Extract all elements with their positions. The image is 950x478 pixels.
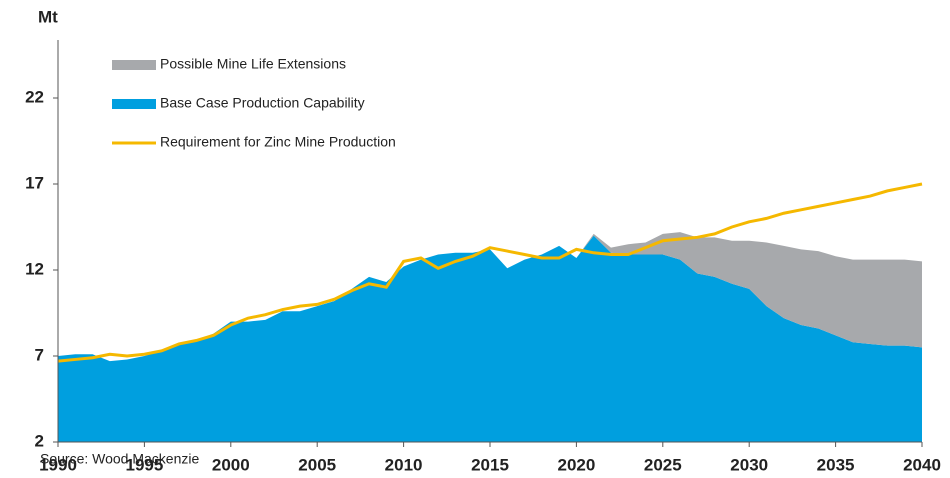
- y-axis-unit: Mt: [38, 7, 58, 26]
- y-tick-label: 7: [35, 345, 44, 364]
- legend-swatch: [112, 99, 156, 109]
- y-tick-label: 2: [35, 431, 44, 450]
- legend-label: Requirement for Zinc Mine Production: [160, 134, 396, 150]
- x-tick-label: 1995: [125, 455, 163, 474]
- legend-label: Possible Mine Life Extensions: [160, 56, 346, 72]
- x-tick-label: 2005: [298, 455, 336, 474]
- x-tick-label: 2035: [817, 455, 855, 474]
- x-tick-label: 2000: [212, 455, 250, 474]
- y-tick-label: 17: [25, 173, 44, 192]
- x-tick-label: 2010: [385, 455, 423, 474]
- x-tick-label: 2020: [557, 455, 595, 474]
- legend-label: Base Case Production Capability: [160, 95, 365, 111]
- area: [58, 232, 922, 362]
- source: Source: Wood Mackenzie: [40, 451, 199, 467]
- x-tick-label: 2030: [730, 455, 768, 474]
- y-tick-label: 22: [25, 87, 44, 106]
- y-tick-label: 12: [25, 259, 44, 278]
- line: [57, 182, 923, 363]
- area: [58, 235, 922, 442]
- x-tick-label: 2025: [644, 455, 682, 474]
- x-tick-label: 1990: [39, 455, 77, 474]
- x-tick-label: 2015: [471, 455, 509, 474]
- legend-swatch: [112, 60, 156, 70]
- x-tick-label: 2040: [903, 455, 941, 474]
